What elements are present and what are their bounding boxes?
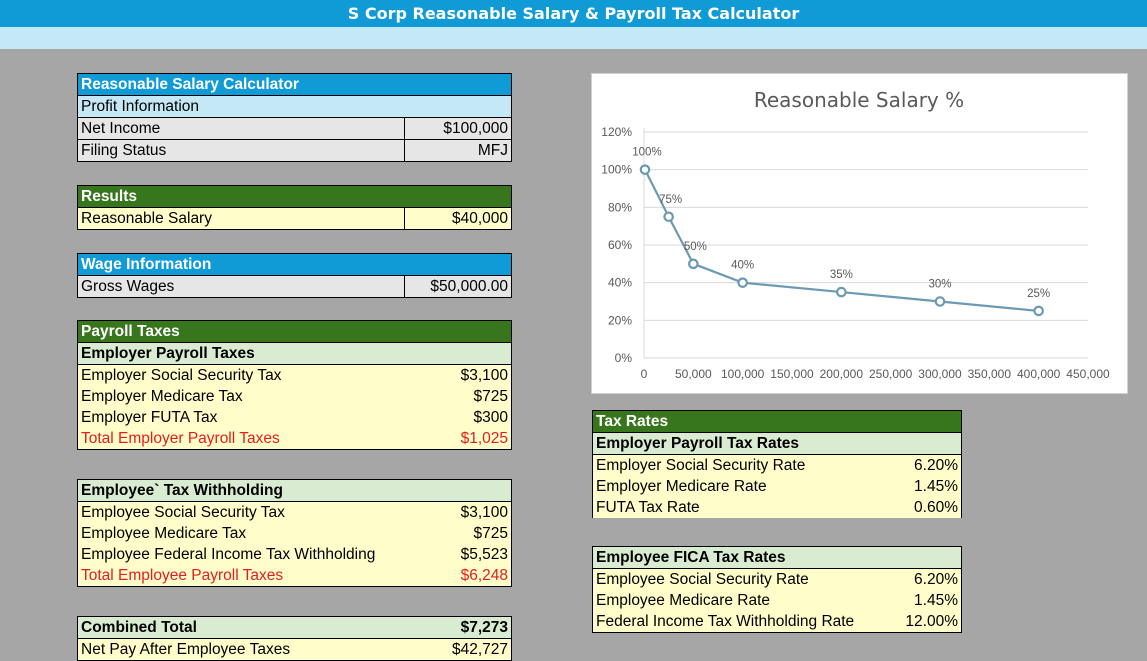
tax-rates-header: Tax Rates	[592, 410, 962, 433]
profit-info-subheader: Profit Information	[77, 95, 512, 118]
combined-total-value: $7,273	[404, 616, 512, 639]
employee-fica-rates-table: Employee FICA Tax Rates Employee Social …	[591, 546, 962, 633]
total-employer-taxes-label: Total Employer Payroll Taxes	[76, 428, 405, 450]
data-label: 25%	[1027, 288, 1050, 300]
x-tick-label: 300,000	[918, 367, 962, 381]
chart-series: 100% 75% 50% 40% 35% 30% 25%	[632, 147, 1050, 317]
wage-info-table: Wage Information Gross Wages $50,000.00	[76, 253, 512, 298]
data-label: 40%	[731, 260, 754, 272]
y-tick-label: 120%	[601, 125, 632, 139]
payroll-taxes-table: Payroll Taxes Employer Payroll Taxes Emp…	[76, 320, 512, 450]
data-point	[737, 277, 748, 288]
reasonable-salary-chart: Reasonable Salary % 0% 20% 40% 60% 80% 100% 12…	[591, 73, 1128, 394]
combined-total-table: Combined Total $7,273 Net Pay After Empl…	[76, 616, 512, 661]
employer-ss-rate-value[interactable]: 6.20%	[881, 454, 962, 476]
chart-svg: Reasonable Salary % 0%20%40%60%80%100%12…	[601, 88, 1110, 381]
reasonable-salary-value: $40,000	[404, 207, 512, 230]
combined-total-label: Combined Total	[76, 616, 405, 639]
employer-ss-tax-value: $3,100	[404, 364, 512, 386]
x-tick-label: 100,000	[721, 367, 765, 381]
employer-medicare-tax-value: $725	[404, 386, 512, 407]
x-tick-label: 200,000	[820, 367, 864, 381]
x-tick-label: 450,000	[1066, 367, 1110, 381]
payroll-taxes-header: Payroll Taxes	[77, 320, 512, 343]
data-label: 35%	[830, 269, 853, 281]
filing-status-input[interactable]: MFJ	[404, 139, 512, 162]
gross-wages-input[interactable]: $50,000.00	[404, 275, 512, 298]
y-tick-label: 40%	[608, 276, 632, 290]
net-pay-label: Net Pay After Employee Taxes	[76, 638, 405, 661]
employee-medicare-tax-value: $725	[405, 523, 513, 544]
gross-wages-label: Gross Wages	[76, 275, 406, 298]
wage-info-header: Wage Information	[77, 253, 512, 276]
x-tick-label: 400,000	[1017, 367, 1061, 381]
x-tick-label: 50,000	[675, 367, 712, 381]
employer-medicare-tax-label: Employer Medicare Tax	[76, 386, 405, 407]
y-tick-label: 20%	[608, 313, 632, 327]
x-tick-label: 0	[641, 367, 648, 381]
employer-ss-tax-label: Employer Social Security Tax	[76, 364, 405, 386]
total-employee-taxes-label: Total Employee Payroll Taxes	[77, 565, 406, 587]
employer-ss-rate-label: Employer Social Security Rate	[591, 454, 882, 476]
data-point	[836, 286, 847, 298]
page-title: S Corp Reasonable Salary & Payroll Tax C…	[0, 0, 1147, 27]
employee-fed-withholding-label: Employee Federal Income Tax Withholding	[77, 544, 406, 565]
results-header: Results	[77, 185, 512, 208]
data-point	[663, 211, 674, 223]
employer-futa-tax-label: Employer FUTA Tax	[76, 407, 405, 428]
data-label: 75%	[659, 194, 682, 206]
total-employer-taxes-value: $1,025	[404, 428, 512, 450]
y-tick-label: 60%	[608, 238, 632, 252]
employee-withholding-table: Employee` Tax Withholding Employee Socia…	[77, 479, 513, 587]
employee-withholding-subheader: Employee` Tax Withholding	[77, 479, 512, 502]
data-label: 50%	[684, 241, 707, 253]
total-employee-taxes-value: $6,248	[405, 565, 513, 587]
employer-medicare-rate-label: Employer Medicare Rate	[591, 476, 882, 497]
employee-ss-tax-value: $3,100	[405, 501, 513, 523]
employee-medicare-tax-label: Employee Medicare Tax	[77, 523, 406, 544]
net-income-input[interactable]: $100,000	[404, 117, 512, 140]
fed-withholding-rate-value[interactable]: 12.00%	[881, 611, 962, 633]
data-label: 30%	[928, 279, 951, 291]
employee-ss-rate-value[interactable]: 6.20%	[881, 568, 962, 590]
tax-rates-table: Tax Rates Employer Payroll Tax Rates Emp…	[591, 410, 962, 518]
employee-ss-rate-label: Employee Social Security Rate	[591, 568, 882, 590]
y-tick-label: 100%	[601, 163, 632, 177]
fed-withholding-rate-label: Federal Income Tax Withholding Rate	[591, 611, 882, 633]
data-point	[639, 164, 651, 175]
data-point	[1033, 305, 1044, 317]
employee-rates-subheader: Employee FICA Tax Rates	[592, 546, 962, 569]
chart-gridlines	[644, 131, 1088, 321]
salary-calculator-header: Reasonable Salary Calculator	[77, 73, 512, 96]
title-sub-band	[0, 27, 1147, 49]
employee-fed-withholding-value: $5,523	[405, 544, 513, 565]
y-tick-label: 0%	[615, 351, 633, 365]
net-pay-value: $42,727	[404, 638, 512, 661]
chart-axes: 0%20%40%60%80%100%120%0 50,000 100,000 150,…	[601, 125, 1110, 381]
results-table: Results Reasonable Salary $40,000	[76, 185, 512, 230]
futa-rate-label: FUTA Tax Rate	[591, 497, 882, 518]
employer-rates-subheader: Employer Payroll Tax Rates	[592, 432, 962, 455]
x-tick-label: 150,000	[770, 367, 814, 381]
x-tick-label: 250,000	[869, 367, 913, 381]
employer-futa-tax-value: $300	[404, 407, 512, 428]
employee-medicare-rate-value[interactable]: 1.45%	[881, 590, 962, 611]
futa-rate-value[interactable]: 0.60%	[881, 497, 962, 518]
data-point	[688, 258, 699, 270]
chart-title: Reasonable Salary %	[754, 88, 964, 112]
data-point	[934, 296, 946, 307]
salary-calculator-table: Reasonable Salary Calculator Profit Info…	[76, 73, 512, 162]
x-tick-label: 350,000	[968, 367, 1012, 381]
reasonable-salary-label: Reasonable Salary	[76, 207, 406, 230]
data-label: 100%	[632, 147, 661, 159]
employer-payroll-subheader: Employer Payroll Taxes	[77, 342, 512, 365]
employee-ss-tax-label: Employee Social Security Tax	[77, 501, 406, 523]
employee-medicare-rate-label: Employee Medicare Rate	[591, 590, 882, 611]
filing-status-label: Filing Status	[76, 139, 406, 162]
net-income-label: Net Income	[76, 117, 406, 140]
y-tick-label: 80%	[608, 200, 632, 214]
employer-medicare-rate-value[interactable]: 1.45%	[881, 476, 962, 497]
